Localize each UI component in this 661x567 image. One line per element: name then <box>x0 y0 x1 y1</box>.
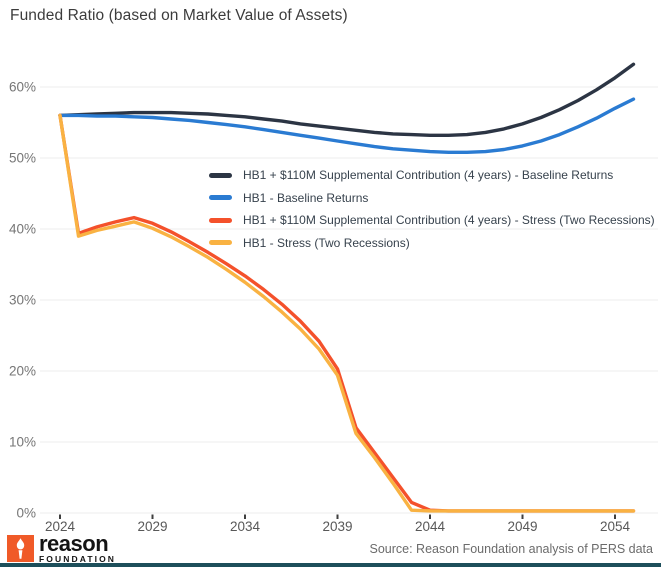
logo-sub-text: FOUNDATION <box>39 554 117 564</box>
reason-foundation-logo: reason FOUNDATION <box>7 531 117 564</box>
bottom-accent-bar <box>0 563 661 567</box>
series-line-0 <box>58 62 636 138</box>
series-line-1 <box>58 97 636 155</box>
x-axis-label: 2044 <box>415 519 446 534</box>
x-axis-label: 2049 <box>507 519 537 534</box>
legend-item: HB1 + $110M Supplemental Contribution (4… <box>209 164 655 187</box>
legend-label: HB1 + $110M Supplemental Contribution (4… <box>243 213 655 228</box>
legend-item: HB1 - Baseline Returns <box>209 187 655 210</box>
source-note: Source: Reason Foundation analysis of PE… <box>369 542 653 556</box>
legend-label: HB1 - Baseline Returns <box>243 190 369 205</box>
y-axis-label: 50% <box>9 151 36 166</box>
legend-item: HB1 + $110M Supplemental Contribution (4… <box>209 209 655 232</box>
torch-icon <box>7 535 34 562</box>
x-axis-label: 2039 <box>322 519 352 534</box>
y-axis-label: 30% <box>9 293 36 308</box>
y-axis-label: 20% <box>9 364 36 379</box>
y-axis-label: 0% <box>16 506 36 521</box>
legend: HB1 + $110M Supplemental Contribution (4… <box>209 164 655 254</box>
logo-brand-text: reason <box>39 531 109 556</box>
x-axis-label: 2054 <box>600 519 631 534</box>
legend-swatch <box>209 172 232 178</box>
series-line-3 <box>58 113 636 513</box>
chart-title: Funded Ratio (based on Market Value of A… <box>10 7 348 24</box>
legend-swatch <box>209 195 232 201</box>
legend-item: HB1 - Stress (Two Recessions) <box>209 232 655 255</box>
x-axis-label: 2029 <box>137 519 167 534</box>
legend-label: HB1 + $110M Supplemental Contribution (4… <box>243 168 614 183</box>
y-axis-label: 10% <box>9 435 36 450</box>
x-axis-label: 2034 <box>230 519 261 534</box>
x-axis-label: 2024 <box>45 519 76 534</box>
y-axis-label: 60% <box>9 80 36 95</box>
legend-swatch <box>209 240 232 246</box>
legend-label: HB1 - Stress (Two Recessions) <box>243 235 410 250</box>
legend-swatch <box>209 217 232 223</box>
y-axis-label: 40% <box>9 222 36 237</box>
